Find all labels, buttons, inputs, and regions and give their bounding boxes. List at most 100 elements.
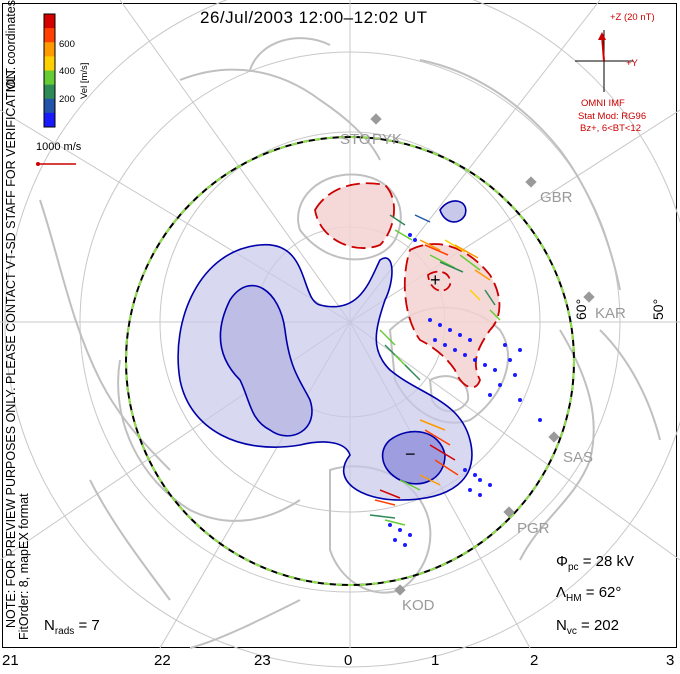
mlt-tick-21: 21 [2, 652, 19, 669]
station-marker-sto [370, 113, 382, 125]
phi-pc-eq: = [582, 553, 596, 570]
station-marker-gbr [525, 176, 537, 188]
vec [444, 239, 466, 253]
station-sas: SAS [563, 449, 594, 466]
n-rads-eq: = [78, 617, 92, 634]
radar-count: Nrads = 7 [44, 617, 100, 637]
coast-greenland [297, 173, 402, 261]
vec [394, 229, 413, 241]
lambda-hm-eq: = [585, 584, 599, 601]
station-sto: STO [340, 131, 371, 148]
colorbar-title: Vel [m/s] [79, 62, 90, 99]
n-vc-value: 202 [593, 617, 619, 634]
latitude-label-60: 60° [573, 298, 589, 320]
potential-min-marker: − [405, 444, 416, 464]
coast-west-eu [419, 59, 621, 291]
hm-boundary-dash [125, 136, 575, 586]
station-kar: KAR [595, 305, 626, 322]
coast-europe [179, 68, 381, 161]
phi-pc-symbol: Φpc [556, 553, 579, 573]
vec [434, 459, 459, 476]
meridian-2b [349, 321, 680, 561]
colorbar-segment [44, 112, 55, 128]
vec [389, 214, 406, 226]
vec [484, 289, 496, 306]
colorbar-segment [44, 42, 55, 57]
coast-russia [39, 199, 171, 471]
vec [454, 244, 479, 259]
colorbar-segment [44, 84, 55, 100]
imf-model-line2: Bz+, 6<BT<12 [580, 123, 641, 134]
vec [424, 244, 449, 256]
imf-arrowhead [598, 32, 606, 40]
n-vc-symbol: Nvc [556, 617, 577, 637]
station-marker-sas [548, 431, 560, 443]
station-marker-kar [583, 291, 595, 303]
imf-z-label: +Z (20 nT) [610, 12, 655, 23]
mlt-tick-1: 1 [431, 652, 440, 669]
station-marker-pgr [503, 506, 515, 518]
station-pyk: PYK [372, 131, 403, 148]
n-rads-value: 7 [91, 617, 100, 634]
imf-source: OMNI IMF [581, 98, 625, 109]
vec [399, 479, 421, 491]
vec [489, 309, 501, 321]
mlt-tick-2: 2 [530, 652, 539, 669]
fit-info: FitOrder: 8, mapEX format [17, 493, 31, 640]
scale-vector-dot [36, 162, 40, 166]
coast-misc1 [599, 329, 661, 441]
coast-misc2 [89, 479, 171, 601]
colorbar-segment [44, 14, 55, 29]
neg-cell-core [381, 430, 446, 485]
meridian-23 [119, 0, 351, 323]
velocity-vectors [369, 214, 501, 526]
mlt-tick-0: 0 [344, 652, 353, 669]
station-marker-kod [394, 584, 406, 596]
vec [424, 429, 451, 446]
colorbar-segment [44, 98, 55, 114]
neg-cell-small [439, 200, 467, 223]
pos-cell-core [427, 270, 451, 292]
colorbar-segment [44, 28, 55, 43]
colorbar-segment [44, 56, 55, 71]
colorbar-tick-600: 600 [59, 39, 75, 50]
hm-latitude: ΛHM = 62° [556, 584, 621, 604]
vec [419, 474, 441, 486]
vec [384, 519, 406, 526]
vec [429, 444, 456, 461]
cross-polar-potential: Φpc = 28 kV [556, 553, 634, 573]
station-kod: KOD [402, 597, 435, 614]
station-pgr: PGR [517, 520, 550, 537]
n-rads-symbol: Nrads [44, 617, 75, 637]
lambda-hm-value: 62° [598, 584, 622, 601]
station-gbr: GBR [540, 189, 573, 206]
vec [429, 254, 456, 269]
phi-pc-value: 28 kV [595, 553, 634, 570]
preview-note: NOTE: FOR PREVIEW PURPOSES ONLY. PLEASE … [4, 66, 18, 628]
vec [379, 329, 396, 346]
coordinate-system-label: MLT coordinates [4, 0, 18, 92]
colorbar-tick-200: 200 [59, 94, 75, 105]
mlt-tick-23: 23 [254, 652, 271, 669]
imf-vector [601, 35, 605, 62]
station-markers [370, 113, 595, 596]
scale-vector-label: 1000 m/s [36, 141, 82, 153]
pos-cell-upper [314, 182, 395, 249]
vec [469, 289, 481, 301]
mlt-tick-22: 22 [154, 652, 171, 669]
n-vc-eq: = [581, 617, 594, 634]
coast-pacific [189, 599, 301, 649]
vector-count: Nvc = 202 [556, 617, 619, 637]
vec [404, 364, 421, 381]
latitude-label-50: 50° [650, 298, 666, 320]
imf-y-label: +Y [626, 58, 638, 69]
vec [474, 269, 491, 281]
lambda-hm-symbol: ΛHM [556, 584, 582, 604]
vec [379, 489, 401, 499]
vec [419, 239, 441, 251]
coast-siberia [117, 359, 301, 522]
vec [414, 214, 431, 223]
plot-frame [2, 3, 677, 648]
velocity-dots [388, 233, 542, 547]
